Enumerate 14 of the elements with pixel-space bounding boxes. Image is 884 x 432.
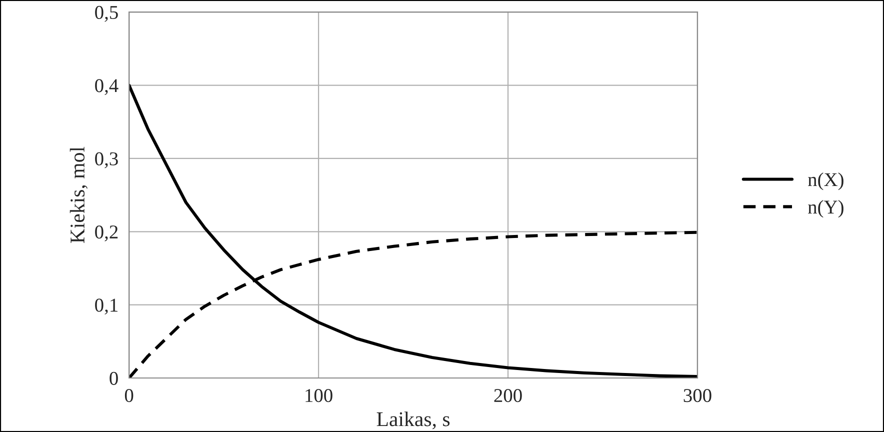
y-tick-label: 0,1 [95,298,118,315]
x-axis-title: Laikas, s [376,412,450,430]
y-axis-title: Kiekis, mol [70,146,88,244]
y-tick-label: 0,3 [95,152,118,168]
y-tick-label: 0,4 [95,79,118,96]
x-tick-label: 0 [124,388,134,402]
x-tick-label: 200 [494,388,522,402]
x-tick-label: 300 [684,388,712,402]
y-tick-label: 0,2 [95,225,118,242]
y-tick-label: 0 [110,372,118,385]
legend-label: n(X) [808,172,844,190]
x-tick-label: 100 [306,388,332,402]
legend-label: n(Y) [808,200,844,218]
y-tick-label: 0,5 [95,6,118,22]
